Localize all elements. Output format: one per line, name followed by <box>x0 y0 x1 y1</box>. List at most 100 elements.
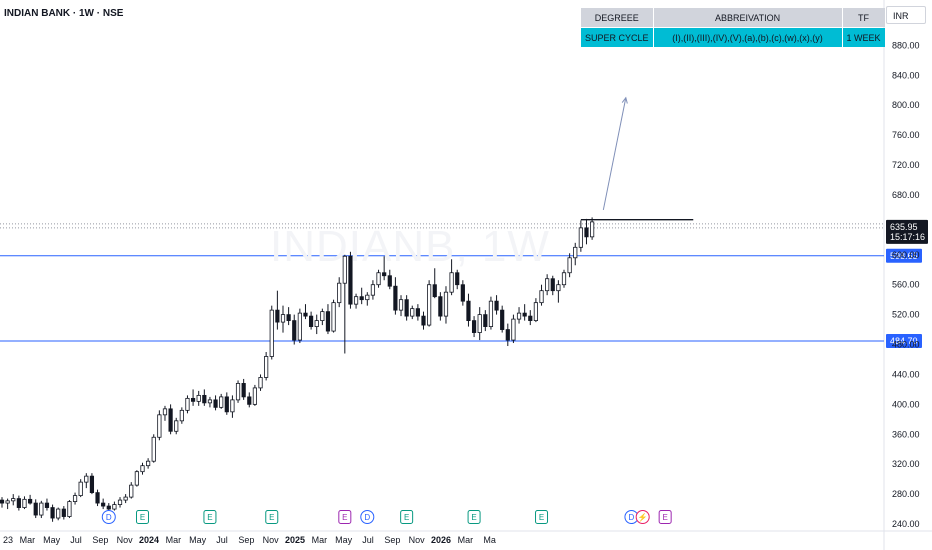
candle-up <box>22 498 27 508</box>
candle-up <box>174 420 179 432</box>
candle-up <box>230 399 235 413</box>
candle-up <box>117 499 123 505</box>
cell-abbreviation: (I),(II),(III),(IV),(V),(a),(b),(c),(w),… <box>653 28 842 47</box>
candle-up <box>578 227 583 248</box>
level-badge <box>886 334 922 349</box>
event-marker[interactable]: E <box>203 510 217 524</box>
event-badge <box>535 510 549 524</box>
event-badge <box>360 510 375 524</box>
candle-down <box>224 396 229 413</box>
candle-up <box>449 272 454 293</box>
event-marker[interactable]: D <box>101 510 116 524</box>
candle-up <box>67 501 72 517</box>
header-abbreviation: ABBREIVATION <box>653 8 842 27</box>
candle-up <box>258 377 263 389</box>
event-marker[interactable]: E <box>136 510 149 524</box>
candle-down <box>415 308 420 317</box>
candle-up <box>331 302 336 332</box>
event-letter: D <box>106 513 112 522</box>
level-badge <box>886 248 922 263</box>
cell-degree: SUPER CYCLE <box>581 28 653 47</box>
candle-down <box>500 309 505 330</box>
event-badge <box>400 510 414 524</box>
candle-up <box>78 481 83 496</box>
event-marker[interactable]: D <box>360 510 375 524</box>
x-tick-label: Nov <box>117 535 134 545</box>
level-label: 484.70 <box>890 336 918 346</box>
candle-down <box>584 227 589 238</box>
candle-down <box>44 502 50 508</box>
candle-up <box>219 396 224 408</box>
projection-arrow <box>602 97 627 211</box>
event-letter: E <box>539 513 544 522</box>
candle-down <box>27 498 33 504</box>
candle-up <box>516 312 522 320</box>
x-tick-label: Mar <box>166 535 182 545</box>
candle-up <box>337 282 342 304</box>
candle-down <box>483 314 488 327</box>
candle-up <box>151 436 156 462</box>
y-tick-label: 480.00 <box>892 340 920 350</box>
candle-down <box>303 312 308 317</box>
candle-down <box>522 312 527 317</box>
event-marker[interactable]: E <box>658 510 672 524</box>
y-tick-label: 240.00 <box>892 519 920 529</box>
candle-down <box>421 315 426 326</box>
x-tick-label: May <box>189 535 207 545</box>
y-tick-label: 680.00 <box>892 190 920 200</box>
horizontal-levels: 598.65 484.70 <box>0 223 922 349</box>
candle-down <box>61 508 66 517</box>
event-marker[interactable]: E <box>265 510 279 524</box>
candle-up <box>410 308 415 317</box>
candle-up <box>427 284 432 326</box>
candle-up <box>11 498 16 502</box>
x-tick-label: Mar <box>20 535 36 545</box>
candle-down <box>0 499 5 504</box>
y-tick-label: 800.00 <box>892 100 920 110</box>
event-marker[interactable]: E <box>400 510 414 524</box>
projection-arrow-head <box>621 96 628 104</box>
symbol-title[interactable]: INDIAN BANK · 1W · NSE <box>4 8 124 19</box>
y-tick-label: 320.00 <box>892 459 920 469</box>
x-tick-label: Mar <box>312 535 328 545</box>
event-letter: E <box>404 513 409 522</box>
event-marker[interactable]: ⚡ <box>635 510 650 524</box>
y-tick-label: 400.00 <box>892 399 920 409</box>
candle-up <box>72 495 78 502</box>
event-marker[interactable]: E <box>535 510 549 524</box>
event-markers[interactable]: D E E E E D E E E D ⚡ E <box>101 510 672 524</box>
y-tick-label: 600.00 <box>892 250 920 260</box>
candle-down <box>286 314 291 322</box>
x-tick-label: 2026 <box>431 535 451 545</box>
candle-up <box>140 465 145 473</box>
candle-down <box>89 475 95 494</box>
event-letter: E <box>140 513 145 522</box>
x-tick-label: 23 <box>3 535 13 545</box>
candle-up <box>207 399 213 404</box>
y-tick-label: 360.00 <box>892 429 920 439</box>
candle-up <box>342 255 347 284</box>
candle-up <box>185 397 190 411</box>
event-letter: E <box>662 513 667 522</box>
drawings <box>580 96 694 221</box>
candle-up <box>264 356 269 378</box>
event-marker[interactable]: E <box>467 510 481 524</box>
currency-selector[interactable]: INR <box>886 6 926 24</box>
candle-down <box>325 311 331 332</box>
event-letter: E <box>342 513 347 522</box>
event-marker[interactable]: D <box>624 510 639 524</box>
x-tick-label: Jul <box>362 535 374 545</box>
current-price-label: 635.95 <box>890 222 918 232</box>
event-letter: E <box>471 513 476 522</box>
table-row: SUPER CYCLE (I),(II),(III),(IV),(V),(a),… <box>581 28 885 47</box>
level-label: 598.65 <box>890 251 918 261</box>
event-marker[interactable]: E <box>338 510 352 524</box>
candle-down <box>432 284 437 298</box>
candle-down <box>308 315 314 327</box>
candle-up <box>545 278 550 292</box>
candle-up <box>39 502 44 516</box>
candle-down <box>292 320 297 341</box>
y-tick-label: 280.00 <box>892 489 920 499</box>
candle-down <box>460 284 465 302</box>
